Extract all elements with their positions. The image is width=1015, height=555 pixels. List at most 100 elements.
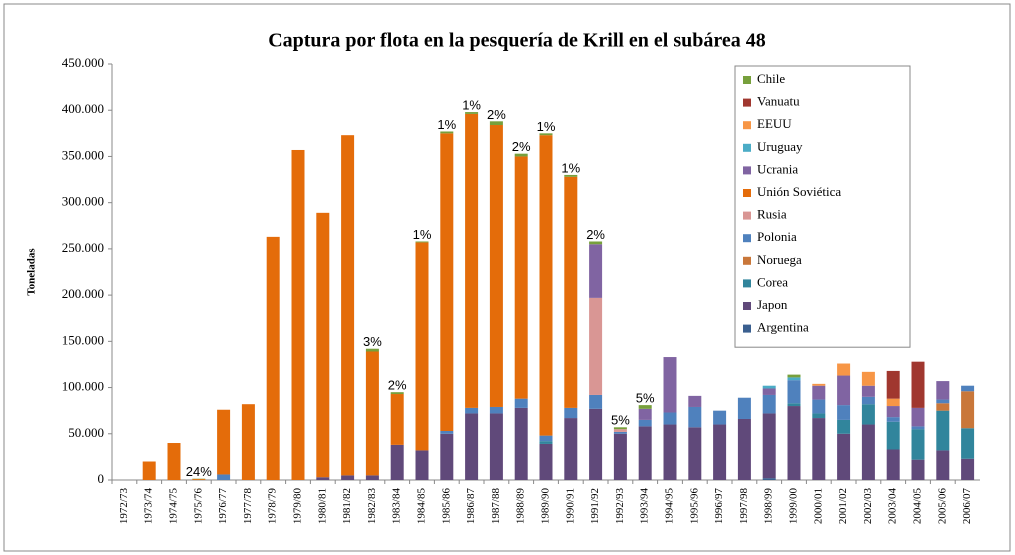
- legend-swatch: [743, 76, 751, 84]
- legend-swatch: [743, 166, 751, 175]
- bar-segment: [638, 419, 652, 427]
- bar-segment: [589, 244, 603, 298]
- x-tick-label: 2004/05: [912, 488, 924, 525]
- x-tick-label: 1989/90: [540, 488, 552, 525]
- bar-segment: [911, 407, 925, 427]
- legend-swatch: [743, 121, 751, 130]
- annotation: 2%: [512, 139, 531, 154]
- bar-segment: [217, 409, 231, 475]
- annotation: 2%: [487, 107, 506, 122]
- bar-segment: [415, 450, 429, 480]
- bar-segment: [713, 410, 727, 425]
- x-tick-label: 1996/97: [713, 488, 725, 525]
- annotation: 2%: [388, 378, 407, 393]
- bar-segment: [762, 394, 776, 414]
- x-tick-label: 2002/03: [862, 488, 874, 525]
- legend-swatch: [743, 256, 751, 265]
- bar-segment: [440, 133, 454, 432]
- x-tick-label: 1993/94: [639, 488, 651, 525]
- x-tick-label: 1995/96: [688, 488, 700, 525]
- bar-segment: [365, 475, 379, 480]
- y-tick-label: 100.000: [62, 379, 104, 394]
- x-tick-label: 1973/74: [143, 488, 155, 525]
- legend-label: EEUU: [757, 116, 792, 131]
- bar-segment: [415, 242, 429, 451]
- bar-segment: [911, 361, 925, 408]
- x-tick-label: 1988/89: [515, 488, 527, 525]
- bar-segment: [861, 424, 875, 480]
- bar-segment: [886, 406, 900, 418]
- bar-segment: [936, 381, 950, 400]
- annotation: 1%: [437, 117, 456, 132]
- bar-segment: [812, 413, 826, 419]
- x-tick-label: 2003/04: [887, 488, 899, 525]
- x-tick-label: 1997/98: [738, 488, 750, 525]
- bar-segment: [241, 404, 255, 480]
- bar-segment: [564, 176, 578, 408]
- bar-segment: [465, 407, 479, 414]
- bar-segment: [861, 396, 875, 405]
- bar-segment: [762, 478, 776, 480]
- annotation: 1%: [413, 227, 432, 242]
- bar-segment: [762, 385, 776, 389]
- bar-segment: [489, 125, 503, 407]
- bar-segment: [440, 431, 454, 434]
- bar-segment: [787, 406, 801, 480]
- bar-segment: [886, 449, 900, 480]
- bar-segment: [365, 351, 379, 476]
- bar-segment: [514, 156, 528, 399]
- bar-segment: [539, 435, 553, 442]
- bar-segment: [861, 371, 875, 386]
- bar-segment: [316, 477, 330, 480]
- bar-segment: [489, 406, 503, 414]
- bar-segment: [762, 413, 776, 479]
- x-tick-label: 1987/88: [490, 488, 502, 525]
- bar-segment: [390, 392, 404, 395]
- legend-label: Noruega: [757, 252, 802, 267]
- x-tick-label: 1978/79: [267, 488, 279, 525]
- x-tick-label: 1972/73: [118, 488, 130, 525]
- bar-segment: [291, 149, 305, 480]
- bar-segment: [514, 407, 528, 480]
- bar-segment: [688, 427, 702, 480]
- bar-segment: [787, 377, 801, 381]
- bar-segment: [837, 405, 851, 420]
- y-tick-label: 50.000: [68, 425, 104, 440]
- bar-segment: [589, 297, 603, 395]
- bar-segment: [440, 433, 454, 480]
- legend-label: Corea: [757, 274, 788, 289]
- bar-segment: [886, 370, 900, 399]
- bar-segment: [465, 413, 479, 480]
- bar-segment: [514, 153, 528, 157]
- bar-segment: [489, 121, 503, 126]
- bar-segment: [415, 241, 429, 243]
- y-axis-label: Toneladas: [26, 248, 38, 296]
- bar-segment: [638, 405, 652, 409]
- legend-swatch: [743, 143, 751, 152]
- bar-segment: [539, 135, 553, 436]
- x-tick-label: 1983/84: [391, 488, 403, 525]
- bar-segment: [266, 236, 280, 480]
- bar-segment: [341, 135, 355, 476]
- bar-segment: [589, 241, 603, 245]
- x-tick-label: 1999/00: [788, 488, 800, 525]
- bar-segment: [192, 479, 206, 480]
- bar-segment: [316, 212, 330, 478]
- bar-segment: [837, 363, 851, 376]
- bar-segment: [812, 383, 826, 386]
- bar-segment: [390, 444, 404, 480]
- bar-segment: [217, 474, 231, 480]
- x-tick-label: 1981/82: [341, 488, 353, 524]
- bar-segment: [911, 429, 925, 460]
- legend-label: Vanuatu: [757, 94, 800, 109]
- bar-segment: [837, 375, 851, 406]
- bar-segment: [564, 407, 578, 419]
- legend-label: Unión Soviética: [757, 184, 841, 199]
- bar-segment: [638, 408, 652, 420]
- bar-segment: [613, 431, 627, 434]
- bar-segment: [961, 458, 975, 480]
- bar-segment: [837, 433, 851, 480]
- x-tick-label: 1975/76: [192, 488, 204, 525]
- y-tick-label: 250.000: [62, 240, 104, 255]
